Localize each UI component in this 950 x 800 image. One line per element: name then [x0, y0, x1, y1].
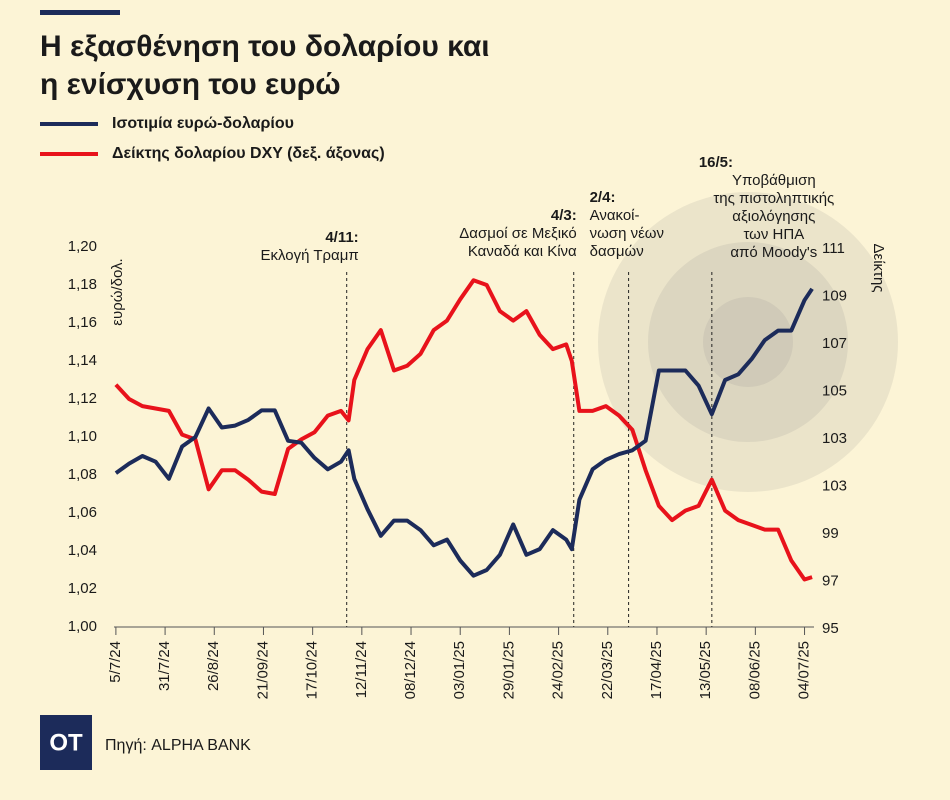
y-tick-label: 1,16: [68, 314, 97, 331]
annotation-text: δασμών: [590, 243, 644, 260]
y2-tick-label: 103: [822, 430, 847, 447]
x-tick-label: 13/05/25: [697, 641, 714, 699]
chart-title: Η εξασθένηση του δολαρίου και: [40, 30, 490, 63]
top-bar: [40, 10, 120, 15]
y2-tick-label: 105: [822, 382, 847, 399]
x-tick-label: 04/07/25: [796, 641, 813, 699]
y-tick-label: 1,00: [68, 618, 97, 635]
annotation-label: 16/5:: [699, 154, 733, 171]
x-tick-label: 22/03/25: [599, 641, 616, 699]
annotation-text: Ανακοί-: [590, 207, 640, 224]
x-tick-label: 03/01/25: [451, 641, 468, 699]
y2-tick-label: 107: [822, 335, 847, 352]
x-tick-label: 12/11/24: [353, 641, 370, 698]
logo: OT: [49, 729, 83, 756]
annotation-label: 4/11:: [325, 229, 358, 246]
x-tick-label: 31/7/24: [156, 641, 173, 691]
x-tick-label: 17/04/25: [648, 641, 665, 699]
y2-tick-label: 99: [822, 525, 839, 542]
y-tick-label: 1,18: [68, 276, 97, 293]
y-tick-label: 1,06: [68, 504, 97, 521]
x-tick-label: 26/8/24: [205, 641, 222, 691]
x-tick-label: 08/06/25: [746, 641, 763, 699]
y2-axis-label: Δείκτης: [870, 243, 887, 292]
annotation-text: των ΗΠΑ: [743, 226, 804, 243]
y-tick-label: 1,10: [68, 428, 97, 445]
y2-tick-label: 97: [822, 572, 839, 589]
y-tick-label: 1,08: [68, 466, 97, 483]
annotation-label: 2/4:: [590, 189, 616, 206]
logo-box: [40, 715, 92, 770]
highlight-circle: [648, 242, 848, 442]
series-line: [114, 278, 813, 582]
x-tick-label: 29/01/25: [500, 641, 517, 699]
legend-label: Ισοτιμία ευρώ-δολαρίου: [112, 115, 294, 132]
y-tick-label: 1,14: [68, 352, 97, 369]
annotation-text: Εκλογή Τραμπ: [260, 247, 358, 264]
y2-tick-label: 95: [822, 620, 839, 637]
source: Πηγή: ALPHA BANK: [105, 737, 251, 754]
annotation-text: αξιολόγησης: [732, 208, 815, 225]
y2-tick-label: 109: [822, 287, 847, 304]
annotation-text: Υποβάθμιση: [732, 172, 816, 189]
x-tick-label: 5/7/24: [107, 641, 124, 683]
annotation-text: νωση νέων: [590, 225, 664, 242]
annotation-text: από Moody's: [730, 244, 817, 261]
x-tick-label: 24/02/25: [550, 641, 567, 699]
y-tick-label: 1,04: [68, 542, 97, 559]
annotation-text: της πιστοληπτικής: [713, 190, 834, 207]
annotation-label: 4/3:: [551, 207, 577, 224]
highlight-circle: [703, 297, 793, 387]
chart-title: η ενίσχυση του ευρώ: [40, 68, 341, 101]
x-tick-label: 21/09/24: [254, 641, 271, 699]
x-tick-label: 08/12/24: [402, 641, 419, 699]
x-tick-label: 17/10/24: [304, 641, 321, 699]
y2-tick-label: 111: [822, 240, 845, 257]
y-tick-label: 1,02: [68, 580, 97, 597]
y2-tick-label: 103: [822, 477, 847, 494]
legend-label: Δείκτης δολαρίου DXY (δεξ. άξονας): [112, 145, 385, 162]
y-axis-label: ευρώ/δολ.: [109, 258, 126, 325]
y-tick-label: 1,20: [68, 238, 97, 255]
y-tick-label: 1,12: [68, 390, 97, 407]
annotation-text: Καναδά και Κίνα: [468, 243, 577, 260]
highlight-circle: [598, 192, 898, 492]
series-line: [114, 287, 814, 578]
annotation-text: Δασμοί σε Μεξικό: [459, 225, 576, 242]
